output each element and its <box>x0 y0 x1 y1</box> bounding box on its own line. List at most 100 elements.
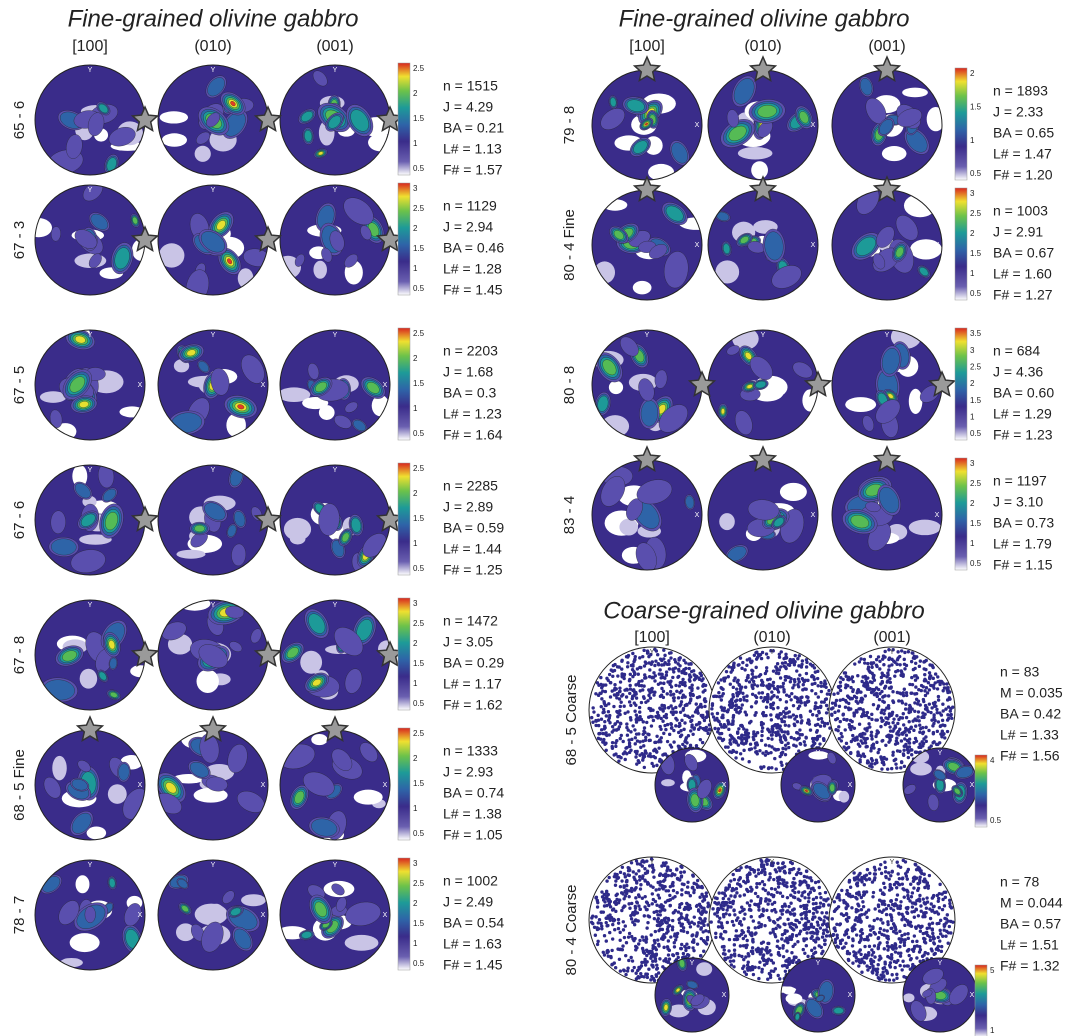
contour-level <box>771 265 802 289</box>
dot <box>691 933 695 937</box>
dot <box>642 726 647 730</box>
dot <box>783 939 787 943</box>
dot <box>804 880 808 884</box>
dot <box>704 891 709 895</box>
dot <box>834 728 838 732</box>
contour-level <box>764 231 784 261</box>
dot <box>599 728 604 732</box>
dot <box>756 868 761 872</box>
dot <box>622 935 627 940</box>
dot <box>808 709 813 713</box>
dot <box>763 948 768 952</box>
dot <box>792 876 796 881</box>
pole-figure: YX <box>780 747 856 823</box>
dot <box>686 880 690 885</box>
dot <box>680 718 684 723</box>
dot <box>770 695 774 699</box>
colorbar-label: 2.5 <box>413 729 425 738</box>
dot <box>760 956 765 960</box>
dot <box>710 707 714 711</box>
dot <box>719 686 723 690</box>
dot <box>897 876 902 881</box>
row-label: 80 - 4 Fine <box>561 209 578 281</box>
dot <box>692 938 696 942</box>
colorbar-label: 3.5 <box>970 329 982 338</box>
dot <box>923 703 928 708</box>
dot <box>923 672 927 677</box>
dot <box>882 881 886 886</box>
dot <box>625 745 629 750</box>
dot <box>898 663 902 667</box>
dot <box>750 683 754 687</box>
dot <box>768 918 772 922</box>
contour-level <box>225 605 245 619</box>
dot <box>931 741 935 745</box>
dot <box>806 695 810 700</box>
dot <box>925 691 930 695</box>
dot <box>901 752 906 756</box>
dot <box>728 682 732 686</box>
dot <box>618 870 623 875</box>
dot <box>921 897 925 901</box>
dot <box>807 719 811 723</box>
dot <box>784 747 788 751</box>
dot <box>849 751 853 756</box>
dot <box>759 765 763 769</box>
colorbar-label: 3 <box>970 346 975 355</box>
dot <box>679 700 684 704</box>
dot <box>660 703 664 708</box>
dot <box>900 968 904 972</box>
colorbar-label: 0.5 <box>970 559 982 568</box>
dot <box>638 710 642 714</box>
stat: BA = 0.54 <box>443 915 504 931</box>
dot <box>883 960 887 964</box>
contour-level <box>80 513 96 527</box>
pole-figure: YX <box>591 459 703 571</box>
dot <box>789 901 793 905</box>
dot <box>791 895 796 899</box>
stat: F# = 1.45 <box>443 282 503 298</box>
dot <box>713 718 717 722</box>
dot <box>878 659 882 663</box>
dot <box>682 658 686 663</box>
dot <box>644 907 649 912</box>
dot <box>624 953 628 958</box>
dot <box>760 879 765 884</box>
dot <box>940 729 945 733</box>
contour-level <box>66 134 83 159</box>
low-patch <box>69 933 100 953</box>
dot <box>645 870 650 875</box>
dot <box>658 707 663 711</box>
dot <box>905 870 909 874</box>
dot <box>671 888 676 893</box>
dot <box>618 704 623 709</box>
dot <box>891 753 895 757</box>
dot <box>604 703 608 708</box>
dot <box>918 893 922 898</box>
dot <box>656 938 660 942</box>
dot <box>767 766 771 770</box>
dot <box>832 692 836 696</box>
dot <box>862 961 867 965</box>
contour-level <box>860 78 873 96</box>
colorbar-label: 2 <box>970 499 975 508</box>
dot <box>635 749 639 754</box>
dot <box>923 712 927 716</box>
dot <box>594 723 598 728</box>
column-header: (010) <box>744 38 781 55</box>
dot <box>754 650 758 655</box>
dot <box>696 924 700 928</box>
dot <box>745 875 750 880</box>
dot <box>746 929 751 933</box>
dot <box>751 939 755 943</box>
contour-level <box>82 185 103 202</box>
dot <box>879 682 883 686</box>
dot <box>654 888 658 892</box>
dot <box>599 675 603 680</box>
dot <box>937 679 942 684</box>
dot <box>747 680 752 684</box>
dot <box>935 687 940 691</box>
contour-level <box>74 335 86 344</box>
dot <box>615 720 620 724</box>
contours <box>832 460 942 570</box>
